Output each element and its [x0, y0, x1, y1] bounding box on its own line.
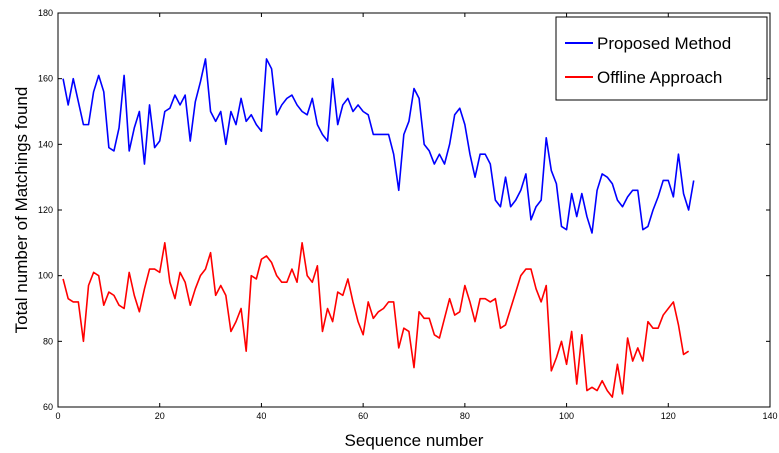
y-tick-label: 120 — [38, 205, 53, 215]
legend-label-proposed-method: Proposed Method — [597, 34, 731, 53]
x-tick-label: 60 — [358, 411, 368, 421]
legend-label-offline-approach: Offline Approach — [597, 68, 722, 87]
x-axis-ticks: 0 20 40 60 80 100 120 140 — [55, 13, 778, 421]
y-tick-label: 160 — [38, 74, 53, 84]
x-tick-label: 80 — [460, 411, 470, 421]
legend-box — [555, 16, 768, 101]
y-tick-label: 140 — [38, 139, 53, 149]
y-tick-label: 100 — [38, 271, 53, 281]
x-tick-label: 140 — [762, 411, 777, 421]
y-tick-label: 60 — [43, 402, 53, 412]
series-line-offline-approach — [62, 242, 690, 398]
x-tick-label: 100 — [559, 411, 574, 421]
series-lines — [62, 58, 695, 398]
x-tick-label: 40 — [256, 411, 266, 421]
y-tick-label: 180 — [38, 8, 53, 18]
x-tick-label: 0 — [55, 411, 60, 421]
x-tick-label: 120 — [661, 411, 676, 421]
y-axis-label: Total number of Matchings found — [12, 87, 31, 334]
y-tick-label: 80 — [43, 336, 53, 346]
x-tick-label: 20 — [155, 411, 165, 421]
series-line-proposed-method — [62, 58, 695, 234]
x-axis-label: Sequence number — [345, 431, 484, 450]
y-axis-ticks: 60 80 100 120 140 160 180 — [38, 8, 770, 412]
legend: Proposed Method Offline Approach — [555, 16, 768, 101]
